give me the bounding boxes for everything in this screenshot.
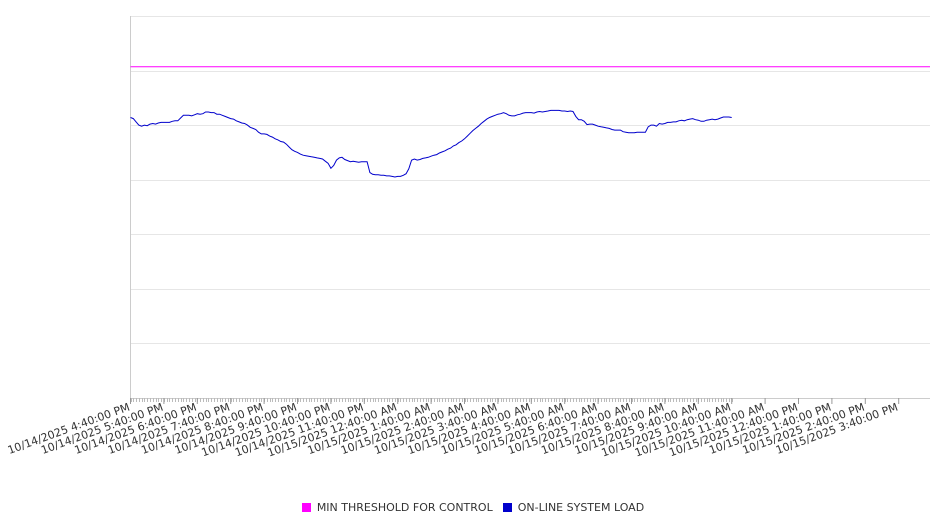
legend-label: ON-LINE SYSTEM LOAD — [517, 500, 645, 514]
series-line-system-load — [130, 109, 732, 178]
grid-lines — [130, 16, 930, 344]
series-lines — [130, 66, 930, 178]
axes — [130, 16, 930, 399]
legend-item-min-threshold[interactable]: MIN THRESHOLD FOR CONTROL — [301, 500, 493, 514]
legend-label: MIN THRESHOLD FOR CONTROL — [316, 500, 493, 514]
legend-swatch — [301, 502, 311, 512]
legend-swatch — [502, 502, 512, 512]
legend: MIN THRESHOLD FOR CONTROL ON-LINE SYSTEM… — [0, 499, 946, 515]
legend-item-system-load[interactable]: ON-LINE SYSTEM LOAD — [502, 500, 645, 514]
